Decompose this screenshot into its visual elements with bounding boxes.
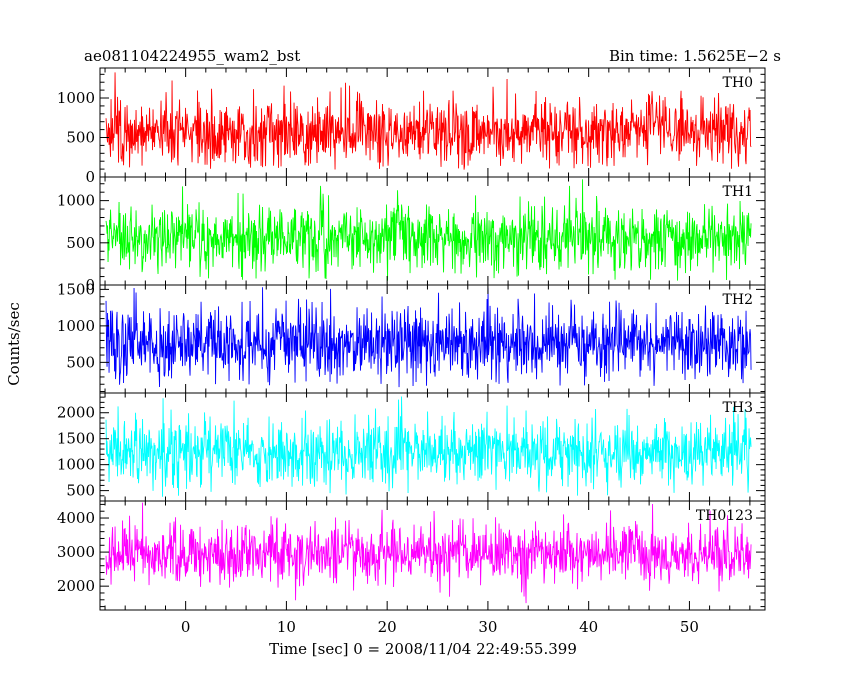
- panel-th0: 0 500 1000 TH0: [57, 67, 766, 186]
- series-line-th1: [105, 179, 752, 281]
- y-tick-label: 500: [66, 234, 95, 252]
- x-tick-label: 0: [181, 618, 191, 636]
- series-line-th0123: [105, 502, 752, 604]
- x-axis: 0 10 20 30 40 50: [181, 618, 699, 636]
- y-tick-label: 0: [85, 168, 95, 186]
- y-tick-label: 1000: [57, 317, 95, 335]
- x-tick-label: 10: [277, 618, 296, 636]
- panel-stack: 0 500 1000 TH0 0 500 1000 TH1 500 1000 1500 TH2 500 1…: [57, 67, 766, 611]
- x-tick-label: 30: [478, 618, 497, 636]
- series-line-th2: [105, 287, 752, 388]
- y-tick-label: 3000: [57, 543, 95, 561]
- y-tick-label: 1500: [57, 430, 95, 448]
- panel-label-th3: TH3: [723, 400, 753, 416]
- y-axis-title: Counts/sec: [5, 302, 23, 386]
- panel-th2: 500 1000 1500 TH2: [57, 280, 766, 394]
- panel-label-th1: TH1: [723, 184, 753, 200]
- panel-th0123: 2000 3000 4000 TH0123: [57, 500, 766, 611]
- panel-label-th0: TH0: [723, 75, 753, 91]
- y-tick-label: 1000: [57, 192, 95, 210]
- y-tick-label: 0: [85, 276, 95, 294]
- x-tick-label: 20: [378, 618, 397, 636]
- panel-th3: 500 1000 1500 2000 TH3: [57, 392, 766, 502]
- y-tick-label: 1000: [57, 89, 95, 107]
- x-tick-label: 50: [680, 618, 699, 636]
- y-tick-label: 1500: [57, 280, 95, 298]
- series-line-th0: [105, 72, 752, 170]
- y-tick-label: 500: [66, 129, 95, 147]
- panel-frame: [99, 500, 766, 611]
- chart-title-left: ae081104224955_wam2_bst: [84, 47, 300, 65]
- y-tick-label: 1000: [57, 456, 95, 474]
- series-line-th3: [105, 396, 752, 497]
- panel-label-th0123: TH0123: [696, 508, 753, 524]
- panel-th1: 0 500 1000 TH1: [57, 176, 766, 294]
- bin-time-label: Bin time: 1.5625E−2 s: [609, 47, 781, 65]
- y-tick-label: 500: [66, 353, 95, 371]
- x-axis-title: Time [sec] 0 = 2008/11/04 22:49:55.399: [269, 640, 577, 658]
- y-tick-label: 500: [66, 482, 95, 500]
- y-tick-label: 2000: [57, 577, 95, 595]
- panel-label-th2: TH2: [723, 292, 753, 308]
- y-tick-label: 2000: [57, 404, 95, 422]
- x-tick-label: 40: [579, 618, 598, 636]
- y-tick-label: 4000: [57, 509, 95, 527]
